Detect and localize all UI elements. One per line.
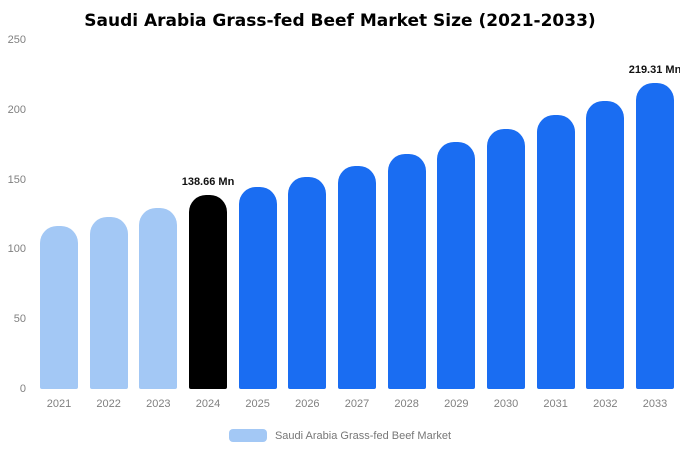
x-tick-label: 2024: [195, 398, 221, 410]
x-tick-label: 2021: [46, 398, 72, 410]
x-tick-label: 2030: [493, 398, 519, 410]
data-label: 219.31 Mn: [628, 63, 680, 76]
bar-2033: [636, 82, 674, 389]
legend-swatch: [228, 429, 267, 442]
x-tick-label: 2028: [394, 398, 419, 410]
bar-2021: [40, 225, 78, 389]
bar-2029: [437, 141, 476, 389]
data-label: 138.66 Mn: [181, 176, 235, 189]
x-tick-label: 2023: [146, 398, 171, 410]
legend: Saudi Arabia Grass-fed Beef Market: [0, 429, 680, 442]
chart-title: Saudi Arabia Grass-fed Beef Market Size …: [84, 11, 596, 31]
bar-2025: [238, 186, 277, 389]
x-tick-label: 2027: [344, 398, 370, 410]
x-tick-label: 2033: [642, 398, 668, 410]
plot-area: 2021 2022 2023 2024 2025 2026 2027 2028 2029 2030…: [40, 40, 680, 410]
x-tick-label: 2026: [295, 398, 320, 410]
bar-2024: [189, 195, 227, 389]
y-tick-label: 200: [7, 103, 26, 116]
bar-2023: [139, 207, 178, 389]
y-tick-label: 150: [7, 173, 26, 186]
legend-label: Saudi Arabia Grass-fed Beef Market: [274, 429, 452, 442]
x-tick-label: 2029: [444, 398, 469, 410]
x-tick-label: 2022: [96, 398, 121, 410]
x-tick-label: 2025: [245, 398, 270, 410]
y-tick-label: 250: [7, 34, 26, 46]
x-tick-label: 2031: [543, 398, 568, 410]
bar-2032: [586, 101, 625, 389]
y-tick-label: 100: [7, 243, 26, 256]
y-tick-label: 50: [13, 313, 26, 326]
bar-2026: [288, 176, 327, 389]
bar-2028: [387, 154, 426, 389]
bar-2027: [338, 165, 376, 389]
bar-2022: [89, 217, 128, 389]
bar-2030: [487, 129, 525, 389]
bar-2031: [536, 115, 575, 389]
y-tick-label: 0: [19, 383, 26, 395]
x-tick-label: 2032: [593, 398, 618, 410]
